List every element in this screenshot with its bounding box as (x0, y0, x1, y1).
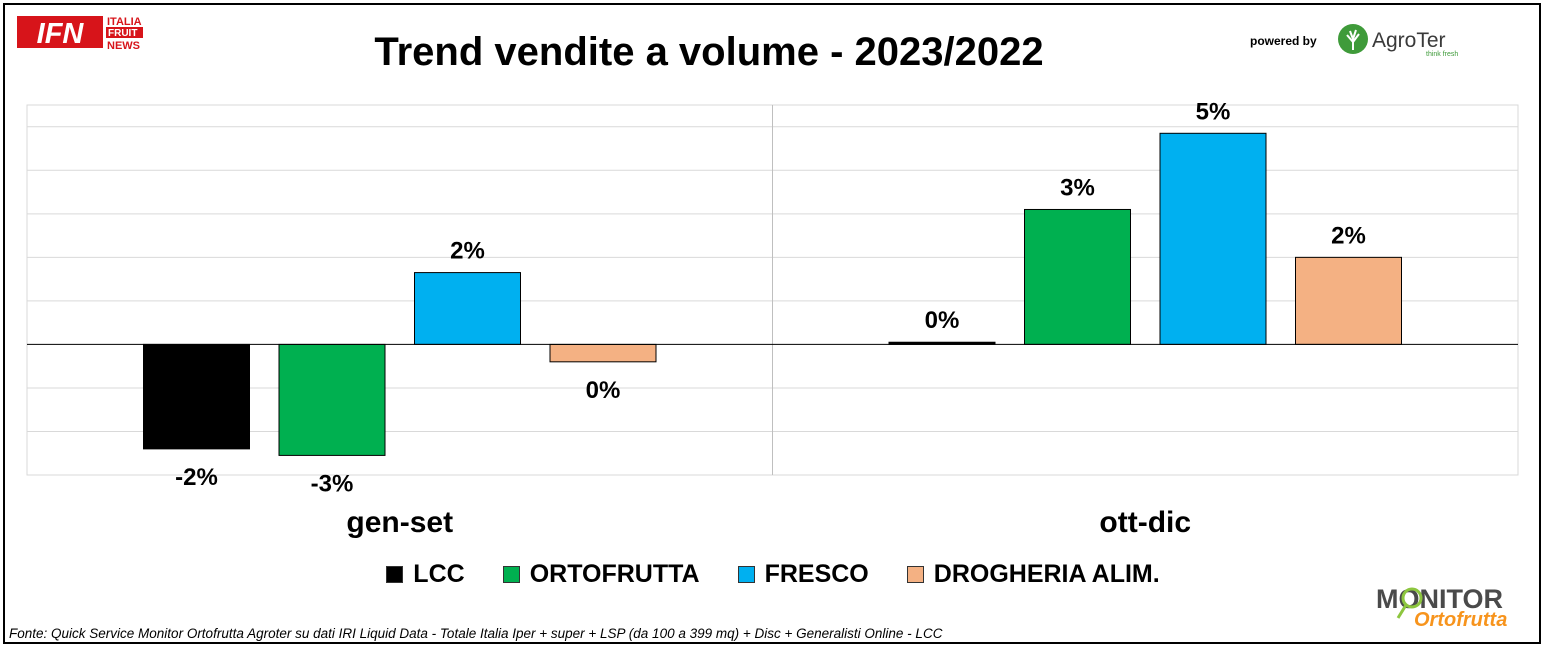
legend-label-lcc: LCC (413, 560, 465, 588)
chart-frame (3, 3, 1541, 644)
legend-label-fresco: FRESCO (764, 560, 869, 588)
data-label: 2% (450, 238, 485, 265)
legend-swatch-ortofrutta (502, 566, 520, 583)
ifn-logo-line1: ITALIA (107, 16, 142, 28)
data-label: -3% (311, 470, 354, 497)
chart-title: Trend vendite a volume - 2023/2022 (374, 30, 1044, 74)
bar-fresco-gen-set (414, 272, 521, 345)
legend-item-drogheria: DROGHERIA ALIM. (906, 560, 1160, 589)
legend-label-ortofrutta: ORTOFRUTTA (529, 560, 700, 588)
data-label: -2% (175, 464, 218, 491)
monitor-ortofrutta-logo: MONITOR Ortofrutta (1376, 582, 1536, 642)
ifn-logo-line3: NEWS (107, 40, 140, 52)
data-label: 2% (1331, 222, 1366, 249)
monitor-logo-line2: Ortofrutta (1414, 609, 1507, 631)
bar-ortofrutta-ott-dic (1024, 208, 1131, 345)
ifn-logo-line2: FRUIT (108, 28, 137, 39)
bar-fresco-ott-dic (1159, 132, 1267, 345)
bar-lcc-gen-set (143, 343, 250, 450)
agroter-name: AgroTer (1372, 29, 1446, 52)
agroter-logo: AgroTer think fresh (1336, 20, 1466, 65)
powered-by-label: powered by (1250, 34, 1317, 48)
category-label: ott-dic (1099, 506, 1191, 539)
legend-swatch-fresco (737, 566, 755, 583)
magnifier-icon (1401, 587, 1423, 609)
ifn-logo-letters: IFN (37, 18, 85, 50)
data-label: 5% (1196, 98, 1231, 125)
bar-drogheria-alim--gen-set (549, 343, 657, 363)
data-label: 0% (586, 377, 621, 404)
ifn-logo: IFN ITALIA FRUIT NEWS (17, 13, 162, 58)
legend-swatch-drogheria (906, 566, 924, 583)
data-label: 0% (925, 307, 960, 334)
legend-swatch-lcc (386, 566, 404, 583)
data-label: 3% (1060, 174, 1095, 201)
legend-item-ortofrutta: ORTOFRUTTA (502, 560, 700, 589)
legend-item-lcc: LCC (386, 560, 465, 589)
legend-label-drogheria: DROGHERIA ALIM. (933, 560, 1160, 588)
monitor-logo-line1: MONITOR (1376, 584, 1503, 614)
bar-ortofrutta-gen-set (278, 343, 386, 456)
bar-drogheria-alim--ott-dic (1295, 256, 1402, 345)
category-label: gen-set (346, 506, 453, 539)
chart-legend: LCC ORTOFRUTTA FRESCO DROGHERIA ALIM. (0, 560, 1546, 589)
legend-item-fresco: FRESCO (737, 560, 869, 589)
agroter-tagline: think fresh (1426, 51, 1458, 58)
source-note: Fonte: Quick Service Monitor Ortofrutta … (9, 626, 943, 641)
